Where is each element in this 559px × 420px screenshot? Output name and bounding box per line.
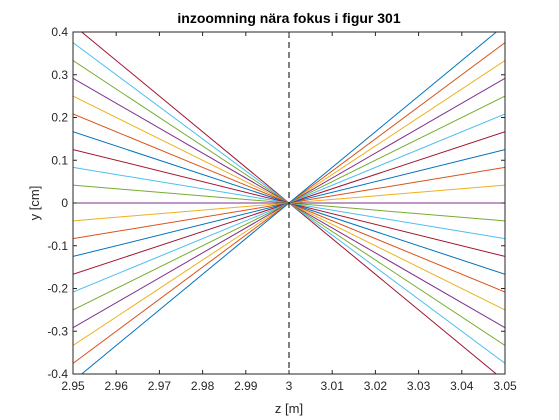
y-tick-label: 0.4 <box>51 25 68 39</box>
y-tick-label: -0.4 <box>47 367 68 381</box>
y-axis-ticks: -0.4 -0.3 -0.2 -0.1 0 0.1 0.2 0.3 0.4 <box>47 25 505 381</box>
x-tick-label: 3.05 <box>493 379 517 393</box>
y-tick-label: 0.3 <box>51 68 68 82</box>
x-tick-label: 3.02 <box>364 379 388 393</box>
y-tick-label: -0.1 <box>47 239 68 253</box>
y-tick-label: 0.2 <box>51 111 68 125</box>
chart-title: inzoomning nära fokus i figur 301 <box>177 10 400 26</box>
x-axis-ticks: 2.95 2.96 2.97 2.98 2.99 3 3.01 3.02 3.03 3.04 3.0… <box>61 32 517 393</box>
x-tick-label: 2.99 <box>234 379 258 393</box>
x-tick-label: 3 <box>286 379 293 393</box>
x-tick-label: 2.98 <box>191 379 215 393</box>
x-axis-label: z [m] <box>275 401 303 416</box>
y-tick-label: 0 <box>61 196 68 210</box>
x-tick-label: 3.03 <box>407 379 431 393</box>
y-tick-label: -0.2 <box>47 282 68 296</box>
x-tick-label: 2.95 <box>61 379 85 393</box>
y-tick-label: 0.1 <box>51 153 68 167</box>
y-tick-label: -0.3 <box>47 324 68 338</box>
x-tick-label: 3.01 <box>321 379 345 393</box>
x-tick-label: 2.96 <box>105 379 129 393</box>
x-tick-label: 2.97 <box>148 379 172 393</box>
x-tick-label: 3.04 <box>450 379 474 393</box>
y-axis-label: y [cm] <box>27 186 42 221</box>
